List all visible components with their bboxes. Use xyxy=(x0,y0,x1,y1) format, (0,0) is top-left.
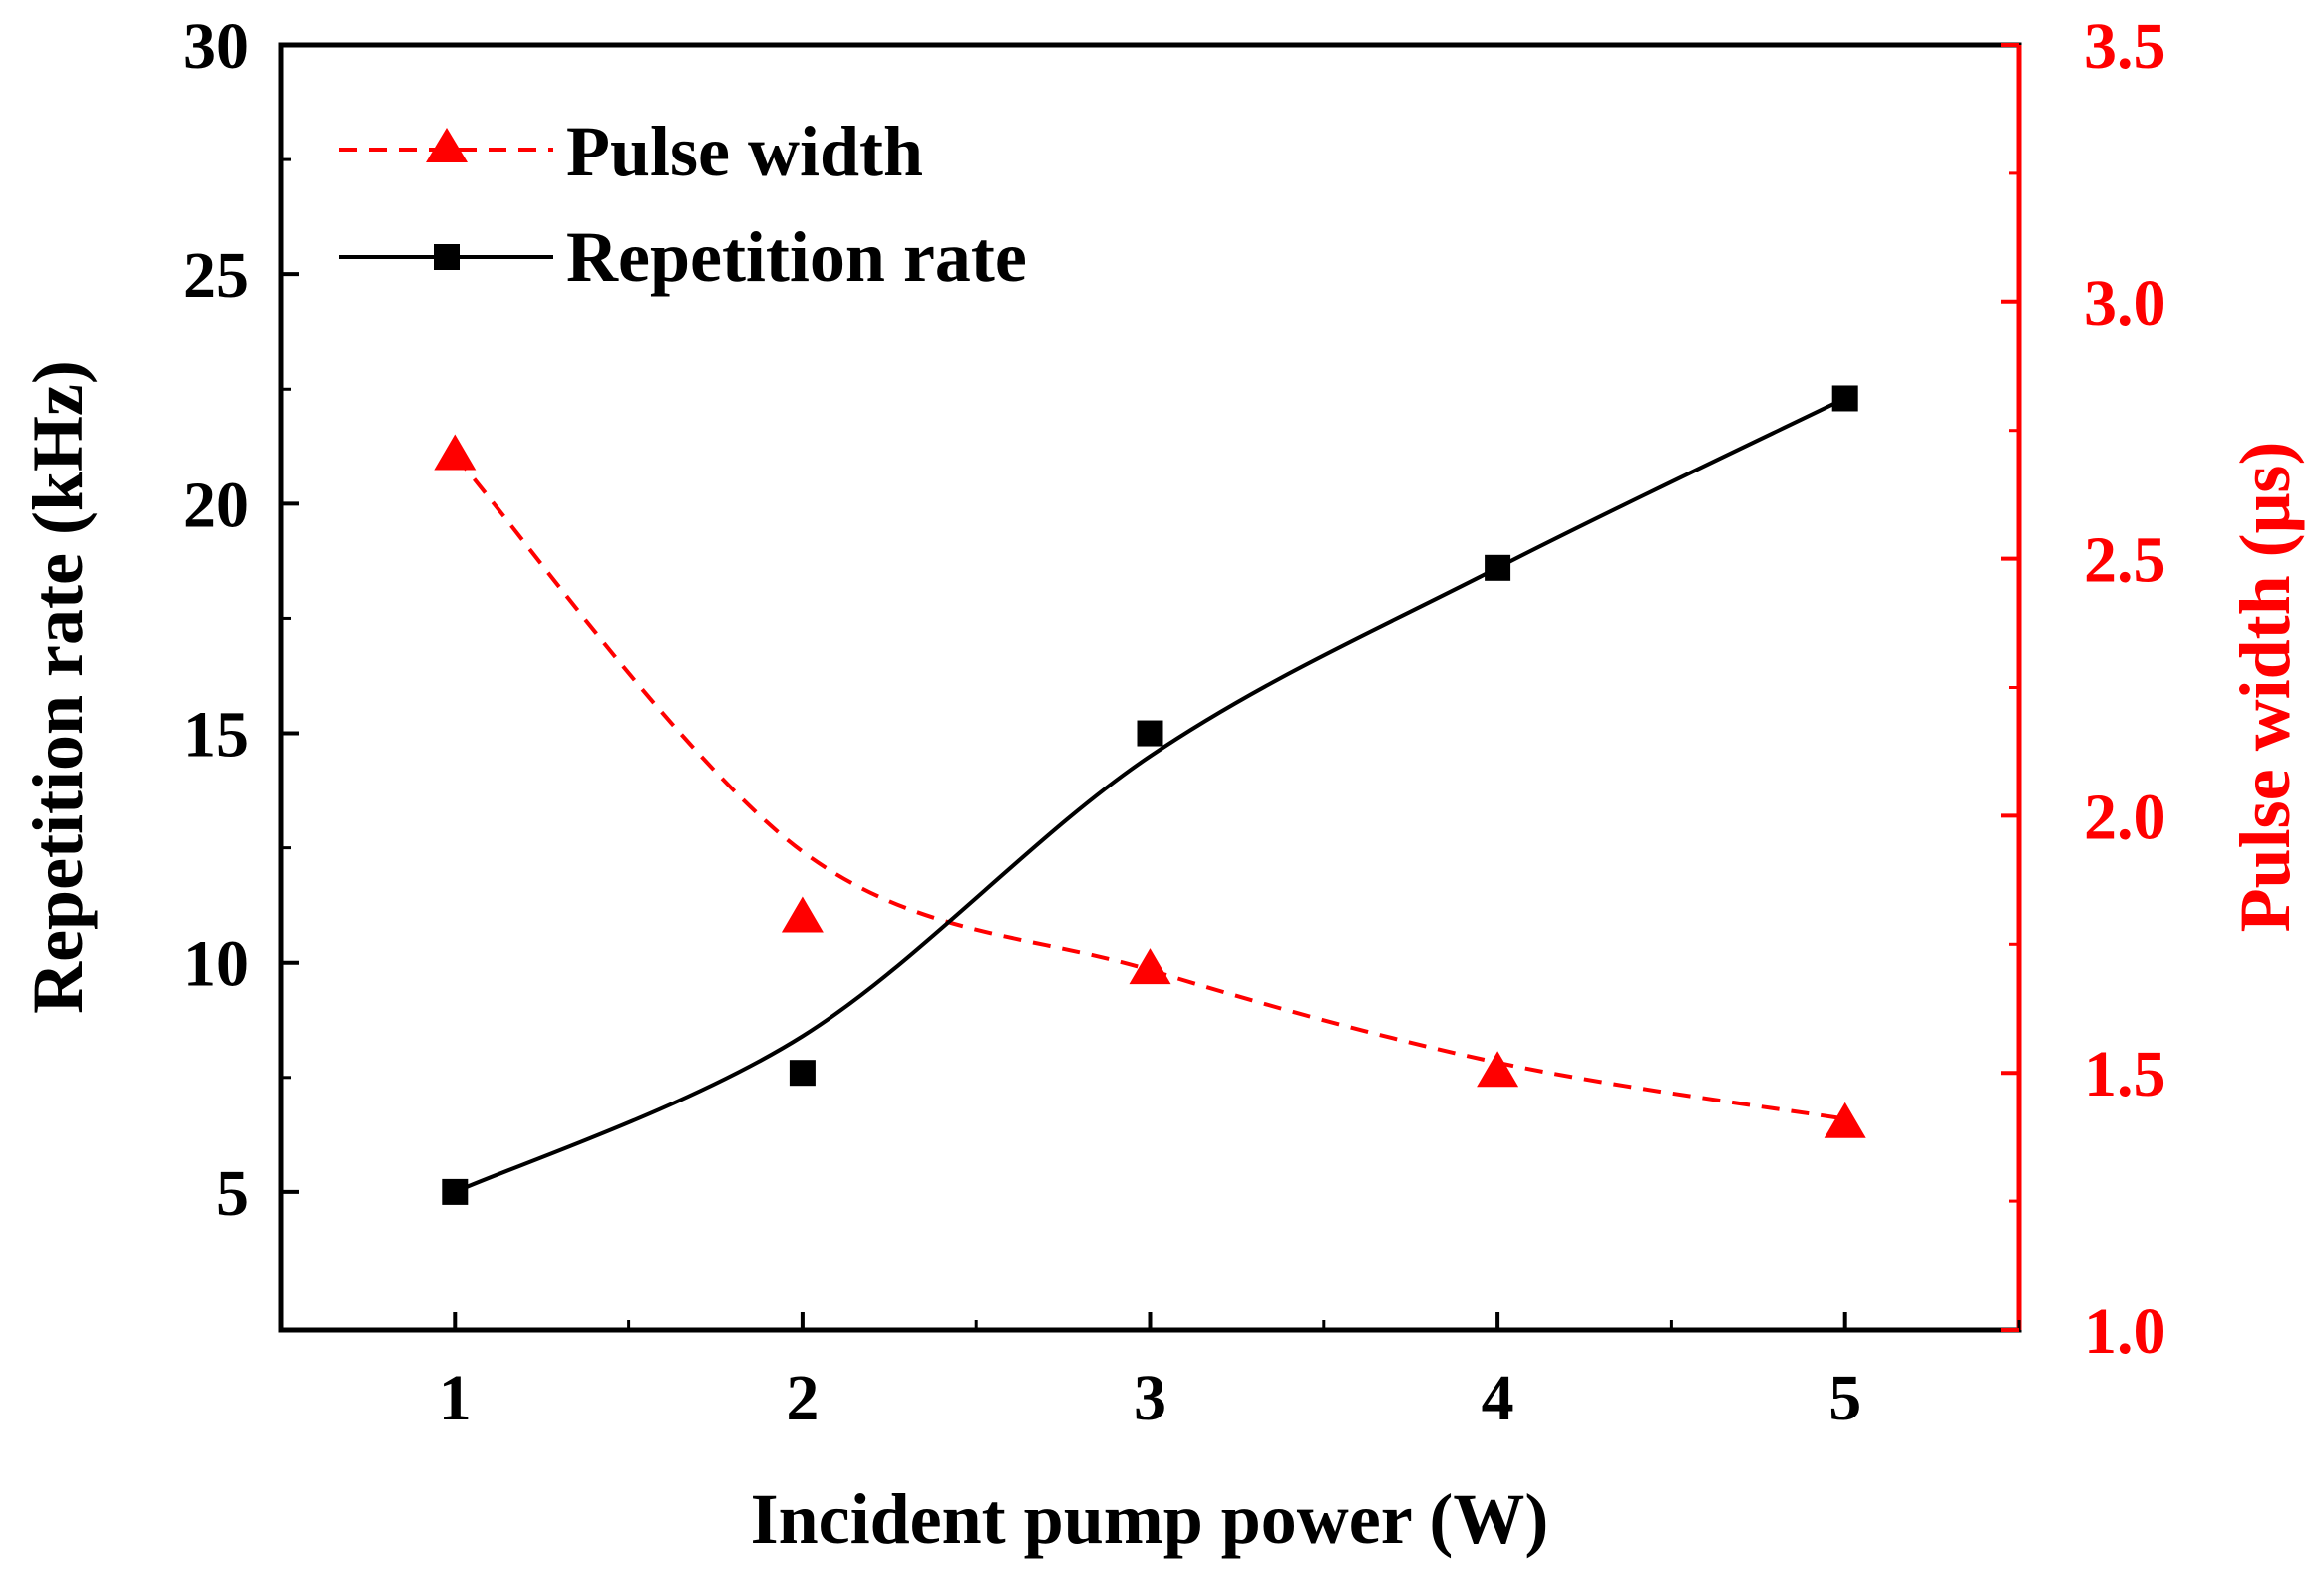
y2-tick-label: 2.0 xyxy=(2084,781,2166,853)
y2-axis-title: Pulse width (μs) xyxy=(2225,442,2305,933)
pulse-width-point xyxy=(434,434,477,471)
repetition-rate-point xyxy=(1831,385,1858,412)
y2-tick-label: 3.0 xyxy=(2084,267,2166,340)
legend-repetition-rate-label: Repetition rate xyxy=(566,217,1027,297)
legend: Pulse width Repetition rate xyxy=(339,112,1027,297)
pulse-width-point xyxy=(781,896,824,933)
ticks-layer: 1 2 3 4 5 5 10 15 20 25 30 1.0 1.5 2.0 2.5 3.0 3.5 xyxy=(183,10,2166,1434)
repetition-rate-point xyxy=(1137,720,1163,747)
x-tick-label: 4 xyxy=(1482,1362,1514,1434)
y-axis-title: Repetition rate (kHz) xyxy=(18,360,98,1014)
x-tick-label: 5 xyxy=(1828,1362,1861,1434)
pulse-width-point xyxy=(1477,1051,1519,1088)
y2-tick-label: 1.5 xyxy=(2084,1038,2166,1110)
y-tick-label: 30 xyxy=(183,10,249,83)
y2-tick-label: 3.5 xyxy=(2084,10,2166,83)
x-tick-label: 3 xyxy=(1134,1362,1166,1434)
y2-tick-label: 2.5 xyxy=(2084,524,2166,597)
legend-repetition-rate-marker xyxy=(434,244,460,270)
markers-layer xyxy=(434,385,1866,1205)
y-tick-label: 10 xyxy=(183,928,249,1001)
y-tick-label: 5 xyxy=(216,1157,249,1230)
pulse-width-fit-line xyxy=(453,455,1846,1121)
plot-frame xyxy=(278,42,2022,1333)
repetition-rate-point xyxy=(789,1060,816,1087)
y2-tick-label: 1.0 xyxy=(2084,1295,2166,1368)
x-tick-label: 2 xyxy=(786,1362,819,1434)
legend-pulse-width-label: Pulse width xyxy=(566,112,923,191)
x-axis-title: Incident pump power (W) xyxy=(751,1479,1549,1559)
y-tick-label: 25 xyxy=(183,239,249,312)
legend-pulse-width-marker xyxy=(426,128,468,162)
y-tick-label: 20 xyxy=(183,469,249,541)
pulse-width-point xyxy=(1824,1102,1866,1138)
curves-layer xyxy=(453,396,1846,1194)
repetition-rate-fit-line xyxy=(454,396,1846,1194)
x-tick-label: 1 xyxy=(439,1362,472,1434)
y-tick-label: 15 xyxy=(183,699,249,772)
pulse-width-point xyxy=(1129,948,1171,985)
repetition-rate-point xyxy=(1485,554,1511,581)
repetition-rate-point xyxy=(442,1178,469,1205)
